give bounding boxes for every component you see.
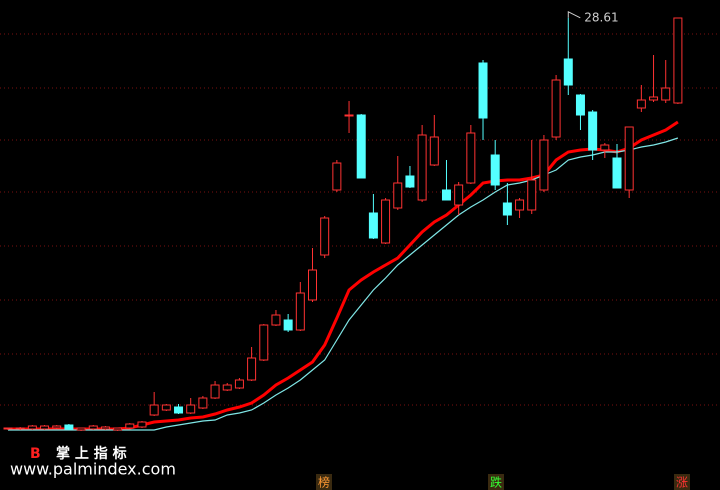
max-label: 28.61 (584, 10, 618, 24)
candle-body (15, 427, 25, 430)
footer-tag: 榜 (318, 475, 330, 490)
candle-body (161, 404, 171, 411)
candle-body (186, 404, 196, 414)
candle-body (64, 424, 74, 430)
candle-body (612, 157, 622, 189)
candle-body (588, 111, 598, 151)
candle-body (125, 423, 135, 429)
candle-body (210, 384, 220, 399)
footer-tag: 涨 (676, 475, 688, 490)
candle-body (441, 189, 451, 201)
candle-body (478, 62, 488, 119)
candle-body (52, 425, 62, 429)
candle-body (551, 79, 561, 138)
candle-body (429, 136, 439, 166)
candle-body (174, 406, 184, 414)
candle-body (515, 199, 525, 211)
candle-body (344, 114, 354, 117)
candle-body (40, 425, 50, 430)
footer-tag-box (674, 474, 690, 490)
candle-body (198, 397, 208, 409)
candle-body (88, 425, 98, 430)
candle-body (466, 132, 476, 184)
candle-body (259, 324, 269, 361)
candle-body (332, 162, 342, 191)
candle-body (381, 199, 391, 244)
candle-body (295, 292, 305, 331)
candle-body (600, 144, 610, 151)
candle-body (137, 421, 147, 428)
candle-body (527, 179, 537, 211)
candle-body (368, 212, 378, 239)
max-flag (567, 10, 581, 19)
candle-body (234, 379, 244, 389)
candle-body (575, 94, 585, 116)
candle-body (661, 87, 671, 101)
candle-body (490, 154, 500, 186)
candle-body (649, 96, 659, 101)
candle-body (405, 175, 415, 188)
candle-body (636, 99, 646, 109)
candle-body (502, 202, 512, 216)
candle-body (283, 319, 293, 331)
candle-body (308, 269, 317, 301)
candle-body (624, 126, 634, 191)
candle-body (393, 182, 403, 209)
candle-body (673, 17, 683, 104)
candle-body (563, 58, 573, 86)
watermark-url: www.palmindex.com (10, 460, 176, 479)
candle-body (3, 427, 13, 430)
candle-body (100, 426, 110, 430)
candle-body (113, 427, 123, 431)
candle-body (271, 314, 281, 326)
watermark-letter: B (30, 446, 41, 462)
candle-body (222, 384, 232, 391)
candle-body (454, 184, 464, 206)
footer-tag: 跌 (490, 475, 502, 490)
footer-tag-box (488, 474, 504, 490)
candle-body (27, 425, 37, 430)
candle-body (320, 217, 330, 256)
candle-body (76, 427, 86, 431)
candle-body (149, 404, 159, 416)
candle-body (247, 357, 257, 381)
candle-body (417, 134, 427, 201)
candle-body (356, 114, 366, 179)
watermark-title: 掌 上 指 标 (56, 445, 127, 462)
footer-tag-box (316, 474, 332, 490)
candle-body (539, 139, 549, 191)
